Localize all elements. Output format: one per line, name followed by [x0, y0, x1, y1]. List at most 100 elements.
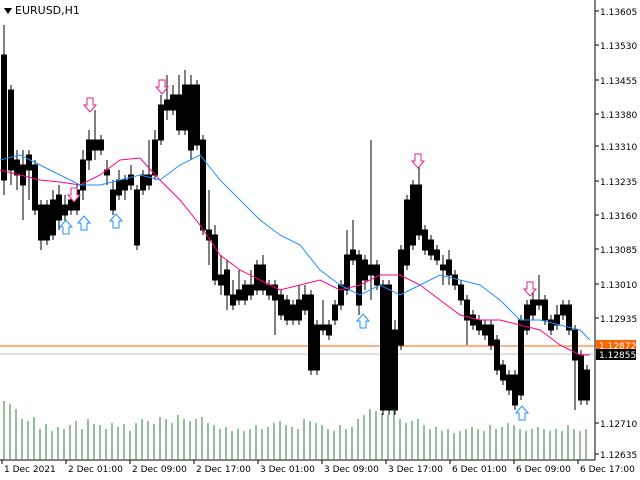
- candle-body: [512, 374, 518, 406]
- candle-body: [314, 324, 320, 371]
- candle-body: [56, 194, 62, 221]
- candle-body: [110, 189, 116, 211]
- candle-body: [410, 184, 416, 246]
- candle-body: [344, 254, 350, 291]
- time-label: 2 Dec 01:00: [68, 465, 123, 475]
- candle-body: [476, 319, 482, 331]
- candle-body: [152, 139, 158, 176]
- candle-body: [302, 294, 308, 311]
- candle-body: [548, 319, 554, 331]
- candle-body: [362, 259, 368, 281]
- candle-body: [140, 174, 146, 191]
- candle-body: [128, 174, 134, 186]
- ask-price-text: 1.12872: [599, 342, 636, 352]
- time-label: 2 Dec 17:00: [196, 465, 251, 475]
- time-label: 3 Dec 01:00: [260, 465, 315, 475]
- price-label: 1.12635: [600, 451, 637, 461]
- candle-body: [242, 284, 248, 301]
- price-label: 1.13085: [600, 246, 637, 256]
- sell-arrow-icon: [410, 153, 426, 169]
- candle-body: [164, 99, 170, 111]
- candle-body: [494, 339, 500, 371]
- bid-price-tag: [596, 349, 636, 360]
- candle-body: [44, 204, 50, 241]
- candle-body: [464, 299, 470, 321]
- candle-body: [506, 374, 512, 391]
- candle-body: [308, 294, 314, 371]
- fast-ma: [0, 157, 590, 356]
- time-label: 6 Dec 09:00: [516, 465, 571, 475]
- candle-body: [170, 94, 176, 111]
- bid-price-text: 1.12855: [599, 351, 636, 361]
- buy-arrow-icon: [355, 313, 371, 329]
- time-label: 3 Dec 09:00: [324, 465, 379, 475]
- candle-body: [1, 54, 7, 181]
- time-label: 3 Dec 17:00: [388, 465, 443, 475]
- candle-body: [224, 269, 230, 296]
- candle-body: [518, 319, 524, 396]
- candle-body: [560, 304, 566, 316]
- candle-body: [98, 139, 104, 151]
- time-label: 6 Dec 01:00: [452, 465, 507, 475]
- candle-body: [386, 284, 392, 411]
- price-label: 1.13380: [600, 111, 637, 121]
- candle-body: [194, 84, 200, 146]
- dropdown-triangle-icon[interactable]: [4, 7, 12, 14]
- candle-body: [32, 164, 38, 211]
- candle-body: [524, 304, 530, 331]
- symbol-text: EURUSD,H1: [15, 4, 80, 17]
- symbol-label[interactable]: EURUSD,H1: [4, 4, 80, 17]
- candle-body: [122, 179, 128, 191]
- sell-arrow-icon: [66, 187, 82, 203]
- candle-body: [134, 189, 140, 246]
- candle-body: [536, 299, 542, 306]
- candle-body: [26, 154, 32, 171]
- price-label: 1.12935: [600, 315, 637, 325]
- candle-body: [482, 324, 488, 336]
- candle-body: [440, 264, 446, 271]
- ask-price-tag: [596, 340, 636, 351]
- price-label: 1.13235: [600, 178, 637, 188]
- candle-body: [284, 299, 290, 321]
- candle-body: [470, 314, 476, 326]
- candle-body: [212, 234, 218, 281]
- candle-body: [380, 284, 386, 411]
- buy-arrow-icon: [514, 405, 530, 421]
- time-label: 6 Dec 17:00: [580, 465, 635, 475]
- candle-body: [326, 324, 332, 336]
- candle-body: [50, 199, 56, 236]
- candle-body: [578, 354, 584, 401]
- candle-body: [320, 324, 326, 331]
- candle-body: [158, 104, 164, 141]
- candle-body: [80, 159, 86, 191]
- candle-body: [200, 139, 206, 231]
- candle-body: [566, 304, 572, 331]
- candle-body: [266, 284, 272, 296]
- price-label: 1.13605: [600, 8, 637, 18]
- candle-body: [404, 199, 410, 266]
- candle-body: [260, 264, 266, 291]
- time-label: 1 Dec 2021: [4, 465, 56, 475]
- candle-body: [146, 174, 152, 186]
- candle-body: [488, 324, 494, 346]
- buy-arrow-icon: [108, 213, 124, 229]
- time-label: 2 Dec 09:00: [132, 465, 187, 475]
- candle-body: [272, 284, 278, 301]
- price-label: 1.13530: [600, 42, 637, 52]
- candle-body: [38, 204, 44, 241]
- candle-body: [92, 139, 98, 151]
- candle-body: [332, 304, 338, 321]
- price-label: 1.12710: [600, 420, 637, 430]
- candle-body: [338, 284, 344, 306]
- candle-body: [230, 294, 236, 306]
- candle-body: [398, 249, 404, 346]
- candle-body: [188, 84, 194, 151]
- buy-arrow-icon: [58, 219, 74, 235]
- candle-body: [530, 299, 536, 316]
- candle-body: [86, 139, 92, 161]
- candle-body: [14, 159, 20, 176]
- candle-body: [350, 249, 356, 261]
- candle-body: [554, 314, 560, 326]
